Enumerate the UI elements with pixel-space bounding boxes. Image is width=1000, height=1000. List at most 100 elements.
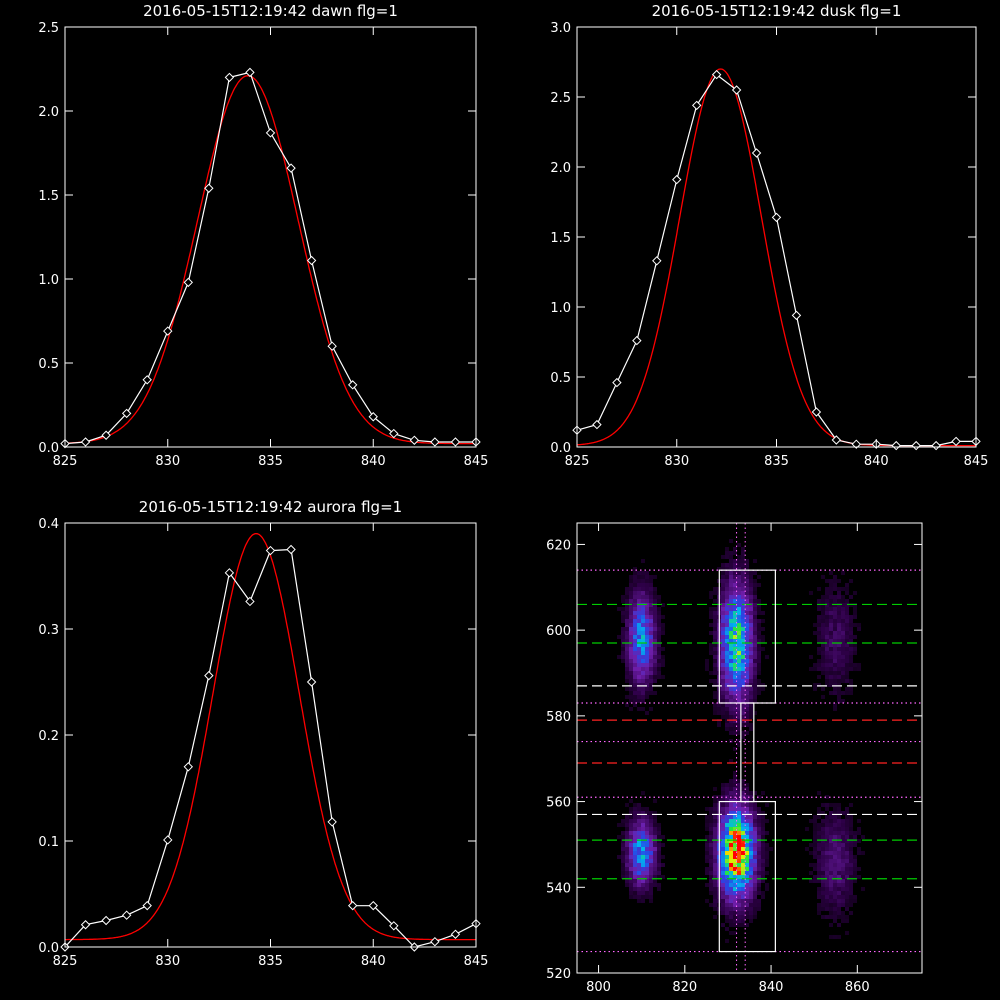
heatmap-cell	[725, 631, 729, 635]
y-tick-label: 2.5	[38, 21, 59, 36]
heatmap-cell	[709, 823, 713, 827]
heatmap-cell	[837, 647, 841, 651]
heatmap-cell	[753, 895, 757, 899]
heatmap-cell	[725, 895, 729, 899]
heatmap-cell	[737, 891, 741, 895]
y-tick-label: 0.3	[38, 623, 59, 638]
heatmap-cell	[629, 839, 633, 843]
heatmap-cell	[645, 623, 649, 627]
heatmap-cell	[649, 623, 653, 627]
heatmap-cell	[749, 851, 753, 855]
heatmap-cell	[649, 659, 653, 663]
heatmap-cell	[833, 703, 837, 707]
heatmap-cell	[729, 667, 733, 671]
heatmap-cell	[629, 671, 633, 675]
heatmap-cell	[733, 931, 737, 935]
heatmap-cell	[617, 607, 621, 611]
heatmap-cell	[733, 619, 737, 623]
heatmap-cell	[753, 603, 757, 607]
heatmap-cell	[741, 723, 745, 727]
heatmap-cell	[705, 855, 709, 859]
heatmap-cell	[837, 827, 841, 831]
heatmap-cell	[649, 651, 653, 655]
heatmap-cell	[829, 827, 833, 831]
heatmap-cell	[753, 627, 757, 631]
x-tick-label: 825	[53, 454, 78, 469]
heatmap-cell	[729, 819, 733, 823]
heatmap-cell	[829, 891, 833, 895]
heatmap-cell	[649, 871, 653, 875]
heatmap-cell	[837, 915, 841, 919]
heatmap-cell	[641, 591, 645, 595]
heatmap-cell	[833, 919, 837, 923]
heatmap-cell	[849, 827, 853, 831]
heatmap-cell	[621, 615, 625, 619]
heatmap-cell	[621, 639, 625, 643]
heatmap-cell	[749, 611, 753, 615]
heatmap-cell	[833, 679, 837, 683]
heatmap-cell	[745, 675, 749, 679]
x-tick-label: 860	[845, 980, 870, 995]
data-point	[142, 900, 152, 911]
heatmap-cell	[637, 623, 641, 627]
data-point	[450, 929, 461, 939]
heatmap-cell	[817, 619, 821, 623]
heatmap-cell	[729, 851, 733, 855]
heatmap-cell	[641, 791, 645, 795]
y-tick-label: 540	[546, 881, 571, 896]
heatmap-cell	[625, 671, 629, 675]
heatmap-cell	[649, 631, 653, 635]
heatmap-cell	[641, 679, 645, 683]
heatmap-cell	[725, 563, 729, 567]
heatmap-cell	[713, 695, 717, 699]
heatmap-cell	[817, 847, 821, 851]
heatmap-cell	[629, 587, 633, 591]
heatmap-cell	[737, 611, 741, 615]
heatmap-cell	[829, 679, 833, 683]
x-tick-label: 820	[672, 980, 697, 995]
heatmap-cell	[641, 643, 645, 647]
heatmap-cell	[849, 639, 853, 643]
heatmap-cell	[829, 875, 833, 879]
heatmap-cell	[825, 863, 829, 867]
heatmap-cell	[733, 847, 737, 851]
heatmap-cell	[741, 707, 745, 711]
heatmap-cell	[649, 839, 653, 843]
heatmap-cell	[641, 863, 645, 867]
heatmap-cell	[853, 611, 857, 615]
heatmap-cell	[733, 559, 737, 563]
heatmap-cell	[825, 647, 829, 651]
heatmap-cell	[825, 851, 829, 855]
heatmap-cell	[749, 919, 753, 923]
heatmap-cell	[621, 863, 625, 867]
heatmap-cell	[841, 667, 845, 671]
heatmap-cell	[721, 835, 725, 839]
heatmap-cell	[753, 571, 757, 575]
heatmap-cell	[745, 699, 749, 703]
heatmap-cell	[725, 587, 729, 591]
heatmap-cell	[753, 691, 757, 695]
heatmap-cell	[741, 915, 745, 919]
heatmap-cell	[645, 819, 649, 823]
heatmap-cell	[829, 915, 833, 919]
heatmap-cell	[749, 615, 753, 619]
heatmap-cell	[841, 911, 845, 915]
heatmap-cell	[629, 591, 633, 595]
heatmap-cell	[829, 923, 833, 927]
heatmap-cell	[641, 667, 645, 671]
heatmap-cell	[849, 891, 853, 895]
heatmap-cell	[729, 699, 733, 703]
heatmap-cell	[737, 811, 741, 815]
heatmap-cell	[753, 647, 757, 651]
heatmap-cell	[745, 607, 749, 611]
heatmap-cell	[657, 651, 661, 655]
heatmap-cell	[621, 655, 625, 659]
heatmap-cell	[729, 615, 733, 619]
heatmap-cell	[625, 615, 629, 619]
heatmap-cell	[737, 543, 741, 547]
heatmap-cell	[849, 631, 853, 635]
heatmap-cell	[821, 607, 825, 611]
heatmap-cell	[753, 863, 757, 867]
heatmap-cell	[753, 607, 757, 611]
